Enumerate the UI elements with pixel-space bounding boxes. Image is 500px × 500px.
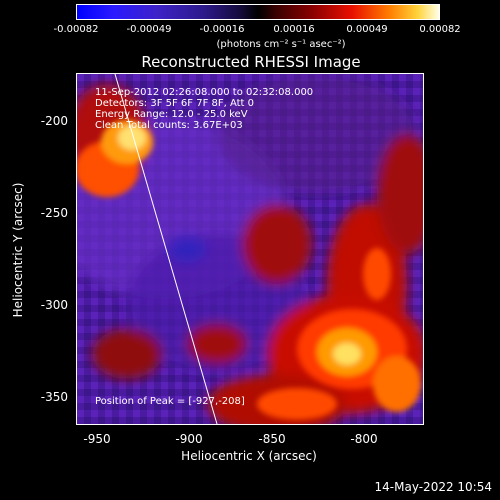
info-energy: Energy Range: 12.0 - 25.0 keV [95,109,248,120]
info-peak: Position of Peak = [-927,-208] [95,396,245,407]
colorbar-tick: 0.00016 [273,24,315,35]
x-tick-label: -900 [175,432,203,446]
y-axis-label: Heliocentric Y (arcsec) [11,182,25,318]
colorbar-tick: -0.00016 [199,24,245,35]
colorbar-tick: 0.00082 [419,24,461,35]
colorbar-tick: -0.00082 [53,24,99,35]
x-tick-label: -850 [258,432,286,446]
x-tick-label: -800 [350,432,378,446]
colorbar-unit: (photons cm⁻² s⁻¹ asec⁻²) [216,39,346,50]
info-detectors: Detectors: 3F 5F 6F 7F 8F, Att 0 [95,98,255,109]
y-tick-label: -350 [40,390,68,404]
colorbar-tick: -0.00049 [126,24,172,35]
info-time: 11-Sep-2012 02:26:08.000 to 02:32:08.000 [95,87,314,98]
x-axis-label: Heliocentric X (arcsec) [181,449,317,463]
info-counts: Clean Total counts: 3.67E+03 [95,120,243,131]
y-tick-label: -250 [40,206,68,220]
x-tick-label: -950 [83,432,111,446]
y-tick-label: -300 [40,298,68,312]
y-tick-label: -200 [40,114,68,128]
image-title: Reconstructed RHESSI Image [141,53,361,71]
colorbar-tick: 0.00049 [346,24,388,35]
colorbar [76,4,440,20]
timestamp: 14-May-2022 10:54 [374,480,492,494]
rhessi-image [76,73,424,425]
